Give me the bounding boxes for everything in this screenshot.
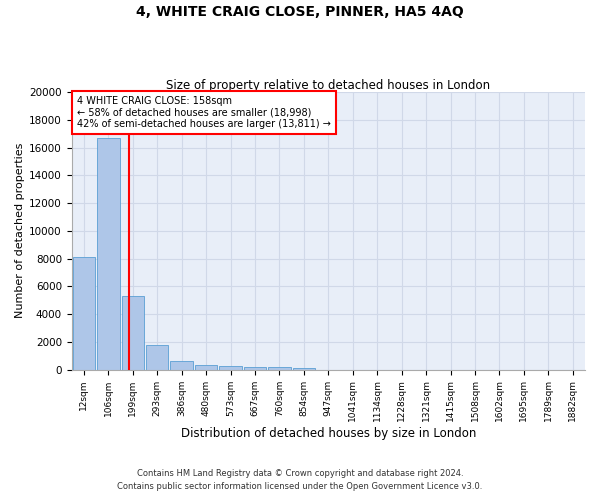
Text: 4, WHITE CRAIG CLOSE, PINNER, HA5 4AQ: 4, WHITE CRAIG CLOSE, PINNER, HA5 4AQ bbox=[136, 5, 464, 19]
Text: Contains HM Land Registry data © Crown copyright and database right 2024.: Contains HM Land Registry data © Crown c… bbox=[137, 468, 463, 477]
X-axis label: Distribution of detached houses by size in London: Distribution of detached houses by size … bbox=[181, 427, 476, 440]
Bar bbox=[146, 346, 169, 370]
Y-axis label: Number of detached properties: Number of detached properties bbox=[15, 143, 25, 318]
Bar bbox=[244, 367, 266, 370]
Bar bbox=[97, 138, 119, 370]
Text: Contains public sector information licensed under the Open Government Licence v3: Contains public sector information licen… bbox=[118, 482, 482, 491]
Text: 4 WHITE CRAIG CLOSE: 158sqm
← 58% of detached houses are smaller (18,998)
42% of: 4 WHITE CRAIG CLOSE: 158sqm ← 58% of det… bbox=[77, 96, 331, 130]
Title: Size of property relative to detached houses in London: Size of property relative to detached ho… bbox=[166, 79, 490, 92]
Bar bbox=[268, 367, 290, 370]
Bar bbox=[73, 257, 95, 370]
Bar bbox=[122, 296, 144, 370]
Bar bbox=[293, 368, 315, 370]
Bar bbox=[195, 364, 217, 370]
Bar bbox=[219, 366, 242, 370]
Bar bbox=[170, 360, 193, 370]
